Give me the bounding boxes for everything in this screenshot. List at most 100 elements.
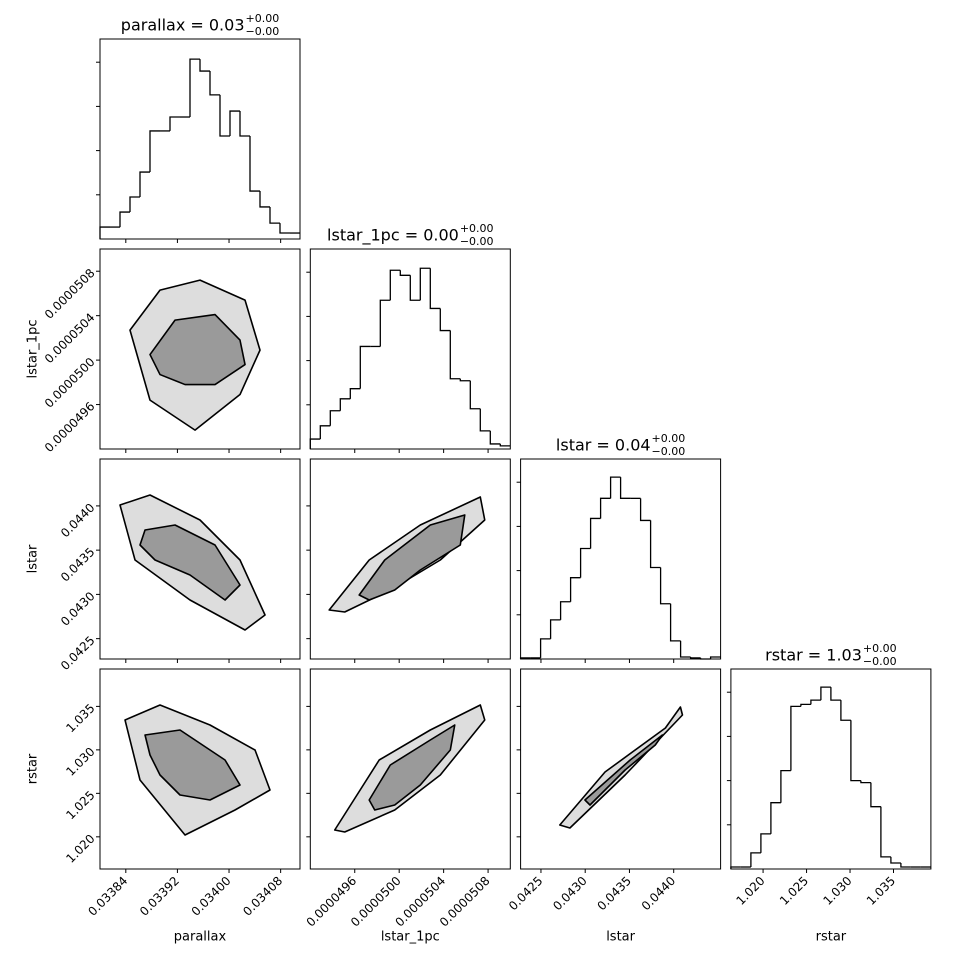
hist-bin xyxy=(489,430,501,445)
panel-frame xyxy=(99,38,301,240)
hist-bin xyxy=(359,345,371,389)
hist-bin xyxy=(229,110,240,137)
hist-bin xyxy=(279,223,290,234)
hist-bin xyxy=(409,275,421,301)
panel-frame xyxy=(520,458,722,660)
y-tick-label: 1.020 xyxy=(63,832,97,866)
hist-bin xyxy=(169,116,180,131)
panel-frame xyxy=(309,668,511,870)
x-tick-label: 0.0425 xyxy=(506,874,546,914)
y-axis-label: lstar_1pc xyxy=(26,320,41,379)
hist-bin xyxy=(760,833,771,853)
title-upper: +0.00 xyxy=(652,432,686,445)
panel-frame xyxy=(99,248,301,450)
hist-bin xyxy=(730,866,741,869)
y-tick-label: 0.0440 xyxy=(58,501,98,541)
hist-bin xyxy=(780,770,791,803)
hist-bin xyxy=(309,438,321,449)
hist-bin xyxy=(770,802,781,834)
x-tick-label: 0.0440 xyxy=(639,874,679,914)
y-tick-label: 1.030 xyxy=(63,745,97,779)
hist-bin xyxy=(800,703,811,707)
y-axis-label: rstar xyxy=(26,753,41,784)
panel-frame xyxy=(309,248,511,450)
panel-title: rstar = 1.03 xyxy=(765,646,862,665)
contour xyxy=(358,514,466,601)
hist-bin xyxy=(439,308,451,332)
hist-bin xyxy=(149,130,160,173)
x-axis-label: parallax xyxy=(174,930,227,945)
x-tick-label: 0.03408 xyxy=(240,874,285,919)
contour xyxy=(368,724,456,811)
hist-bin xyxy=(209,71,220,96)
panel-frame xyxy=(309,458,511,660)
hist-bin xyxy=(239,111,250,137)
hist-bin xyxy=(659,567,671,605)
hist-bin xyxy=(880,806,891,858)
x-tick-label: 0.03384 xyxy=(85,874,130,919)
panel-title: lstar_1pc = 0.00 xyxy=(327,226,459,246)
x-axis-label: lstar_1pc xyxy=(381,930,440,945)
hist-bin xyxy=(609,476,621,499)
hist-bin xyxy=(129,196,140,213)
hist-bin xyxy=(569,577,581,602)
title-lower: −0.00 xyxy=(652,445,686,458)
hist-bin xyxy=(820,686,831,701)
hist-bin xyxy=(790,705,801,771)
hist-bin xyxy=(599,497,611,519)
hist-bin xyxy=(750,852,761,868)
panel-frame xyxy=(99,458,301,660)
hist-bin xyxy=(699,657,711,660)
hist-bin xyxy=(619,477,631,499)
hist-bin xyxy=(459,378,471,382)
panel-title: lstar = 0.04 xyxy=(556,436,651,455)
hist-bin xyxy=(639,498,651,522)
title-upper: +0.00 xyxy=(246,12,280,25)
hist-bin xyxy=(399,270,411,276)
hist-bin xyxy=(199,59,210,72)
hist-bin xyxy=(870,782,881,808)
panel-frame xyxy=(99,668,301,870)
x-tick-label: 0.0430 xyxy=(550,874,590,914)
title-lower: −0.00 xyxy=(863,655,897,668)
x-tick-label: 1.030 xyxy=(820,874,854,908)
x-tick-label: 0.03392 xyxy=(137,874,182,919)
hist-bin xyxy=(679,640,691,658)
x-axis-label: rstar xyxy=(816,930,847,945)
hist-bin xyxy=(259,191,270,208)
hist-bin xyxy=(249,136,260,192)
panel-frame xyxy=(730,668,932,870)
contour xyxy=(139,524,241,601)
hist-bin xyxy=(329,410,341,426)
x-tick-label: 1.020 xyxy=(733,874,767,908)
hist-bin xyxy=(519,657,531,659)
hist-bin xyxy=(840,700,851,721)
hist-bin xyxy=(579,547,591,578)
hist-bin xyxy=(319,425,331,440)
contour xyxy=(144,729,241,801)
hist-bin xyxy=(99,226,110,239)
panel-title: parallax = 0.03 xyxy=(121,16,245,35)
y-tick-label: 0.0435 xyxy=(58,545,98,585)
hist-bin xyxy=(339,398,351,411)
hist-bin xyxy=(559,601,571,620)
hist-bin xyxy=(830,687,841,701)
hist-bin xyxy=(549,619,561,639)
title-upper: +0.00 xyxy=(460,222,494,235)
hist-bin xyxy=(649,520,661,569)
contour xyxy=(584,734,664,806)
y-tick-label: 1.025 xyxy=(63,788,97,822)
hist-bin xyxy=(689,657,701,659)
hist-bin xyxy=(900,863,911,868)
x-axis-label: lstar xyxy=(606,930,635,945)
title-lower: −0.00 xyxy=(246,25,280,38)
hist-bin xyxy=(860,780,871,784)
hist-bin xyxy=(469,380,481,410)
hist-bin xyxy=(589,517,601,549)
hist-bin xyxy=(499,443,511,447)
title-lower: −0.00 xyxy=(460,235,494,248)
x-tick-label: 1.025 xyxy=(777,874,811,908)
hist-bin xyxy=(119,211,130,228)
